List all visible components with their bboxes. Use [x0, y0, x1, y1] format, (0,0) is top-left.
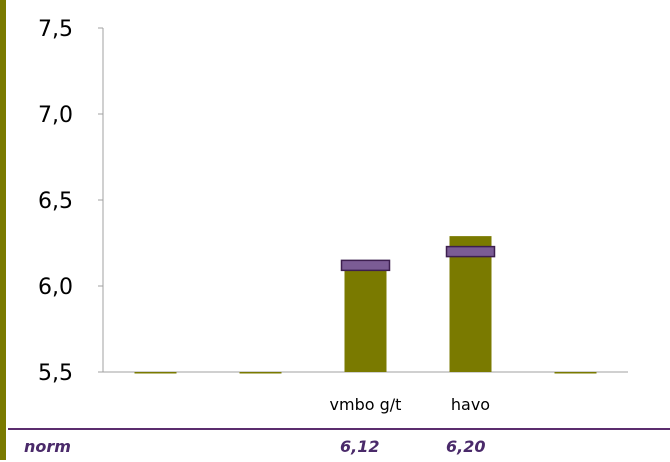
norm-marker — [445, 245, 496, 258]
y-tick-label: 5,5 — [38, 361, 73, 386]
y-tick-label: 7,5 — [38, 17, 73, 42]
y-tick-label: 6,5 — [38, 189, 73, 214]
y-tick-label: 6,0 — [38, 275, 73, 300]
norm-value-vmbo-gt: 6,12 — [340, 437, 380, 456]
bar — [134, 372, 177, 374]
norm-label: norm — [24, 437, 71, 456]
bar — [554, 372, 597, 374]
bar — [449, 236, 492, 372]
bar — [239, 372, 282, 374]
bar-chart: 5,5 6,0 6,5 7,0 7,5 vmbo g/t havo — [38, 17, 628, 414]
norm-value-havo: 6,20 — [446, 437, 486, 456]
left-border-strip — [0, 0, 6, 460]
y-tick-label: 7,0 — [38, 103, 73, 128]
category-label: havo — [451, 395, 490, 414]
norm-marker — [340, 259, 391, 272]
norm-row: norm 6,12 6,20 — [8, 428, 670, 462]
category-label: vmbo g/t — [330, 395, 402, 414]
bar — [344, 270, 387, 372]
